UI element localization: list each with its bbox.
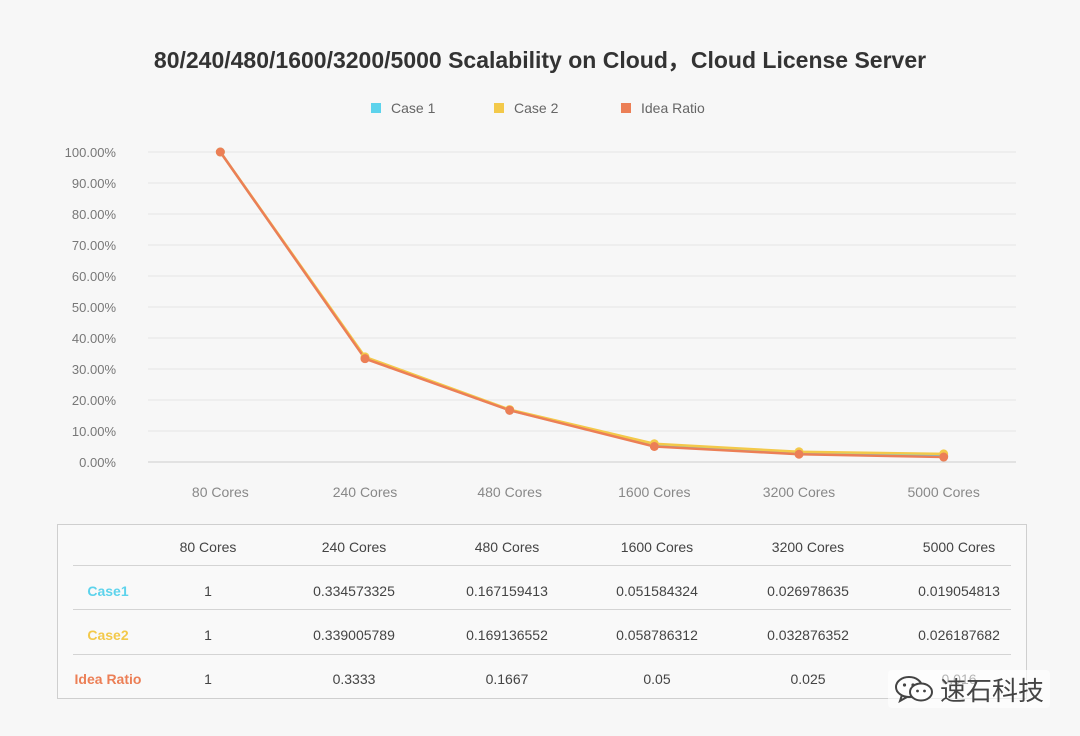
table-cell: 0.05 [643,671,671,687]
legend-label: Case 1 [391,100,436,116]
table-row-label: Idea Ratio [74,671,142,687]
y-tick-label: 70.00% [72,238,117,253]
table-header-cell: 240 Cores [321,539,387,555]
y-tick-label: 30.00% [72,362,117,377]
x-tick-label: 240 Cores [333,484,398,500]
legend-label: Idea Ratio [641,100,705,116]
legend: Case 1 Case 2 Idea Ratio [371,100,705,116]
y-tick-label: 100.00% [65,145,117,160]
plot-area [215,147,949,462]
data-point [215,147,225,157]
y-tick-label: 40.00% [72,331,117,346]
table-row: Case1 1 0.334573325 0.167159413 0.051584324 0… [58,569,1026,613]
legend-swatch [494,103,504,113]
line-chart: 80/240/480/1600/3200/5000 Scalability on… [65,47,1016,500]
table-header-row: 80 Cores 240 Cores 480 Cores 1600 Cores 3200… [58,525,1026,569]
x-tick-label: 480 Cores [477,484,542,500]
series-line [219,151,944,456]
wechat-icon [895,676,933,704]
table-row-label: Case2 [87,627,129,643]
y-tick-label: 80.00% [72,207,117,222]
y-tick-label: 20.00% [72,393,117,408]
table-cell: 0.334573325 [313,583,395,599]
table-cell: 0.1667 [485,671,529,687]
x-tick-label: 5000 Cores [907,484,979,500]
table-divider [73,609,1011,610]
table-cell: 0.026187682 [918,627,1000,643]
gridlines [148,151,1016,463]
table-cell: 0.019054813 [918,583,1000,599]
table-row-label: Case1 [87,583,129,599]
table-cell: 1 [204,627,212,643]
x-axis: 80 Cores 240 Cores 480 Cores 1600 Cores 3200… [192,484,980,500]
x-tick-label: 3200 Cores [763,484,835,500]
table-cell: 0.339005789 [313,627,395,643]
table-cell: 0.051584324 [616,583,698,599]
watermark: 速石科技 [888,670,1051,708]
table-cell: 0.169136552 [466,627,548,643]
data-point [939,452,949,462]
y-tick-label: 60.00% [72,269,117,284]
table-cell: 0.032876352 [767,627,849,643]
table-cell: 1 [204,583,212,599]
table-cell: 0.026978635 [767,583,849,599]
table-header-cell: 80 Cores [179,539,237,555]
data-point [794,449,804,459]
y-tick-label: 0.00% [79,455,116,470]
table-divider [73,565,1011,566]
y-tick-label: 10.00% [72,424,117,439]
data-point [649,442,659,451]
table-cell: 0.025 [790,671,826,687]
table-divider [73,654,1011,655]
legend-swatch [621,103,631,113]
y-tick-label: 50.00% [72,300,117,315]
y-tick-label: 90.00% [72,176,117,191]
table-cell: 0.167159413 [466,583,548,599]
x-tick-label: 80 Cores [192,484,249,500]
table-row: Case2 1 0.339005789 0.169136552 0.058786312 0… [58,613,1026,657]
table-cell: 0.058786312 [616,627,698,643]
data-table: 80 Cores 240 Cores 480 Cores 1600 Cores 3200… [57,524,1027,699]
table-header-cell: 5000 Cores [922,539,996,555]
y-axis: 0.00% 10.00% 20.00% 30.00% 40.00% 50.00% 60.00… [65,145,117,470]
series-line [219,151,944,459]
table-cell: 1 [204,671,212,687]
table-cell: 0.3333 [332,671,376,687]
watermark-text: 速石科技 [940,676,1045,707]
table-header-cell: 3200 Cores [771,539,845,555]
legend-swatch [371,103,381,113]
data-point [360,354,370,364]
legend-label: Case 2 [514,100,559,116]
chart-title: 80/240/480/1600/3200/5000 Scalability on… [154,47,926,73]
table-header-cell: 480 Cores [474,539,540,555]
data-point [505,405,515,415]
x-tick-label: 1600 Cores [618,484,690,500]
table-header-cell: 1600 Cores [620,539,694,555]
